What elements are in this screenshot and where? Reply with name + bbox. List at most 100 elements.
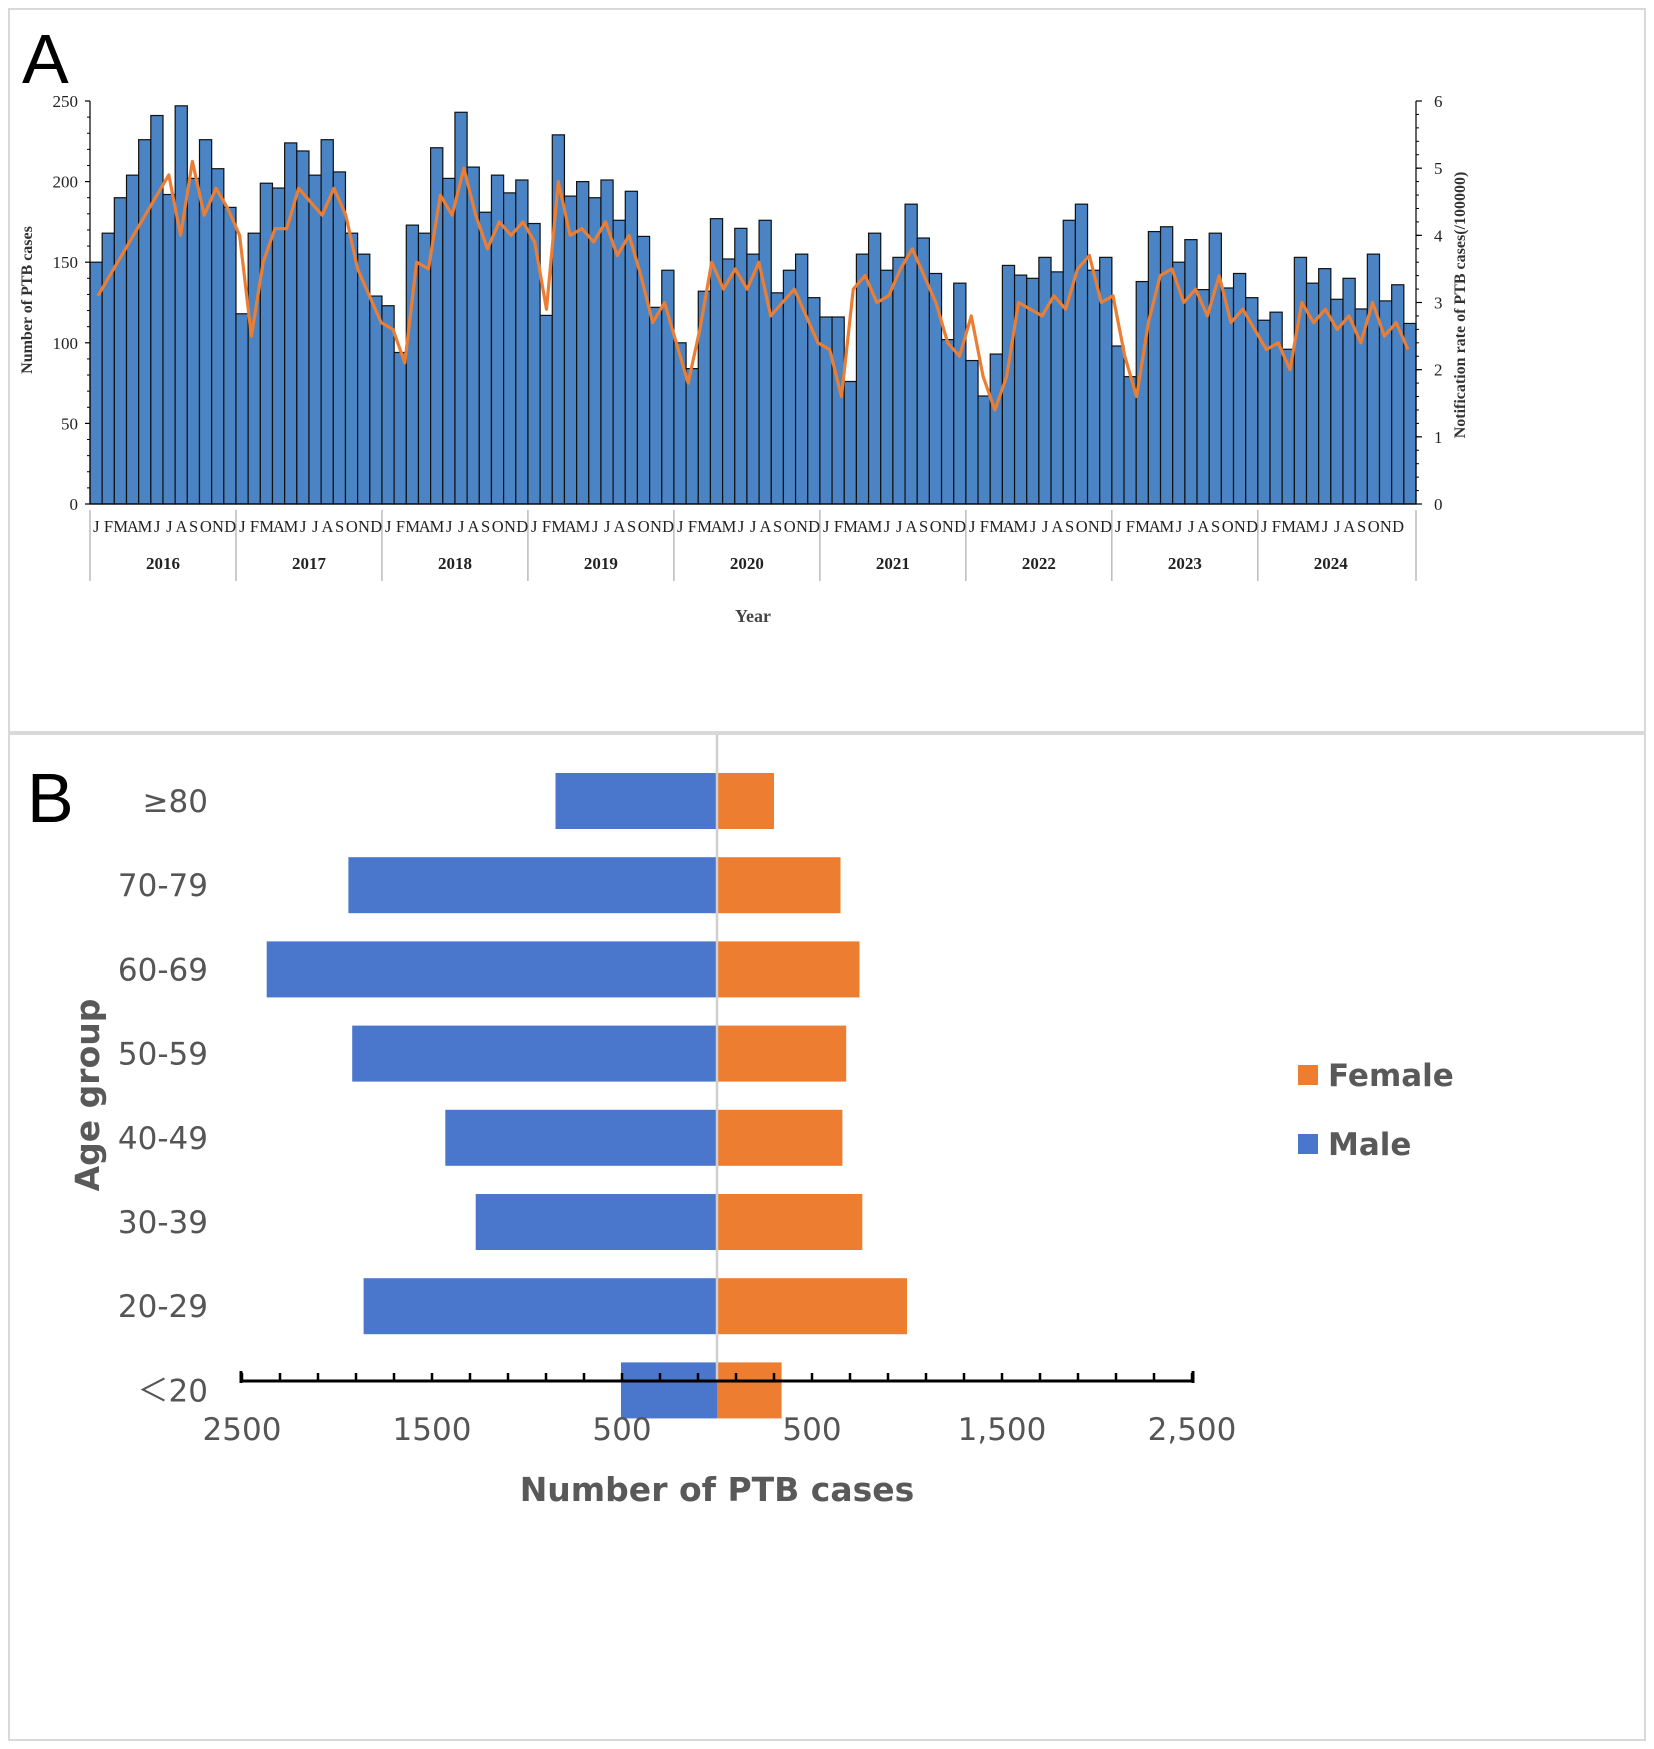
ptb-monthly-bar bbox=[1184, 239, 1198, 505]
ptb-monthly-bar bbox=[125, 174, 140, 505]
month-label: F bbox=[980, 517, 989, 536]
month-label: J bbox=[592, 517, 599, 536]
month-label: D bbox=[224, 517, 236, 536]
month-label: S bbox=[1065, 517, 1074, 536]
y-tick-label-left: 150 bbox=[53, 253, 79, 272]
month-label: J bbox=[884, 517, 891, 536]
month-label: D bbox=[1392, 517, 1404, 536]
y-axis-title-left: Number of PTB cases bbox=[19, 226, 36, 374]
month-label: J bbox=[604, 517, 611, 536]
x-tick-label: 2,500 bbox=[1148, 1412, 1237, 1448]
panel-a: A 0 50 100 150 200 250 0 1 2 3 4 5 6 J F M A M J J A S O N D 2016… bbox=[8, 8, 1646, 733]
month-label: J bbox=[969, 517, 976, 536]
month-label: D bbox=[1100, 517, 1112, 536]
ptb-monthly-bar bbox=[1074, 203, 1089, 505]
month-label: A bbox=[711, 517, 723, 536]
ptb-monthly-bar bbox=[758, 219, 772, 505]
month-label: N bbox=[1380, 517, 1392, 536]
male-bar bbox=[555, 773, 717, 829]
month-label: F bbox=[396, 517, 405, 536]
month-label: F bbox=[688, 517, 697, 536]
ptb-monthly-bar bbox=[138, 139, 152, 505]
year-label: 2021 bbox=[876, 554, 910, 573]
ptb-monthly-bar bbox=[1318, 268, 1332, 505]
month-label: M bbox=[697, 517, 712, 536]
month-label: S bbox=[919, 517, 928, 536]
month-label: A bbox=[759, 517, 771, 536]
y-axis-title: Age group bbox=[68, 999, 107, 1192]
month-label: J bbox=[1322, 517, 1329, 536]
year-label: 2024 bbox=[1314, 554, 1349, 573]
month-label: M bbox=[259, 517, 274, 536]
month-label: S bbox=[1211, 517, 1220, 536]
month-label: A bbox=[1051, 517, 1063, 536]
ptb-monthly-bar bbox=[807, 297, 821, 505]
y-tick-label-left: 0 bbox=[70, 495, 79, 514]
ptb-monthly-bar bbox=[989, 353, 1003, 505]
month-label: A bbox=[1197, 517, 1209, 536]
ptb-monthly-bar bbox=[478, 211, 493, 505]
month-label: S bbox=[189, 517, 198, 536]
month-label: D bbox=[808, 517, 820, 536]
month-label: A bbox=[419, 517, 431, 536]
ptb-monthly-bar bbox=[685, 367, 699, 505]
male-bar bbox=[352, 1025, 717, 1082]
month-label: N bbox=[358, 517, 370, 536]
male-bar bbox=[348, 857, 717, 914]
ptb-monthly-bar bbox=[855, 253, 870, 505]
month-label: M bbox=[1014, 517, 1029, 536]
ptb-monthly-bar bbox=[1099, 256, 1113, 505]
ptb-monthly-bar bbox=[162, 193, 176, 505]
month-label: O bbox=[200, 517, 212, 536]
ptb-monthly-bar bbox=[259, 182, 274, 505]
y-tick-label-left: 200 bbox=[53, 173, 79, 192]
month-label: N bbox=[942, 517, 954, 536]
month-label: O bbox=[492, 517, 504, 536]
ptb-monthly-bar bbox=[1196, 289, 1210, 505]
month-label: N bbox=[1234, 517, 1246, 536]
age-group-label: 50-59 bbox=[118, 1037, 208, 1073]
y-tick-label-right: 0 bbox=[1434, 495, 1443, 514]
ptb-monthly-bar bbox=[211, 168, 225, 505]
year-label: 2020 bbox=[730, 554, 764, 573]
month-label: F bbox=[1126, 517, 1135, 536]
month-label: M bbox=[843, 517, 858, 536]
ptb-monthly-bar bbox=[940, 338, 955, 505]
ptb-monthly-bar bbox=[953, 282, 967, 505]
ptb-monthly-bar bbox=[794, 253, 809, 505]
month-label: A bbox=[1295, 517, 1307, 536]
ptb-monthly-bar bbox=[503, 192, 517, 505]
age-group-label: 20-29 bbox=[118, 1289, 208, 1325]
month-label: O bbox=[1076, 517, 1088, 536]
month-label: J bbox=[1261, 517, 1268, 536]
age-group-label: 60-69 bbox=[118, 952, 208, 988]
ptb-monthly-bar bbox=[843, 380, 858, 505]
x-tick-label: 500 bbox=[782, 1412, 841, 1448]
male-bar bbox=[363, 1278, 717, 1335]
month-label: J bbox=[1334, 517, 1341, 536]
month-label: N bbox=[212, 517, 224, 536]
month-label: M bbox=[722, 517, 737, 536]
age-group-label: ≥80 bbox=[143, 784, 208, 820]
ptb-monthly-bar bbox=[1403, 322, 1417, 505]
age-group-label: 70-79 bbox=[118, 868, 208, 904]
ptb-monthly-bar bbox=[296, 150, 310, 505]
month-label: A bbox=[1149, 517, 1161, 536]
month-label: S bbox=[1357, 517, 1366, 536]
ptb-monthly-bar bbox=[648, 306, 663, 505]
month-label: J bbox=[750, 517, 757, 536]
month-label: O bbox=[346, 517, 358, 536]
ptb-monthly-bar bbox=[113, 197, 128, 505]
legend-swatch bbox=[1298, 1134, 1318, 1154]
year-label: 2017 bbox=[292, 554, 327, 573]
month-label: S bbox=[773, 517, 782, 536]
month-label: A bbox=[1003, 517, 1015, 536]
month-label: O bbox=[930, 517, 942, 536]
ptb-monthly-bar bbox=[332, 171, 347, 505]
male-bar bbox=[266, 941, 717, 998]
month-label: N bbox=[1088, 517, 1100, 536]
ptb-monthly-bar bbox=[186, 177, 201, 505]
ptb-monthly-bar bbox=[1245, 297, 1259, 505]
female-bar bbox=[717, 1194, 863, 1250]
y-axis-title-right: Notification rate of PTB cases(/100000) bbox=[1452, 172, 1469, 439]
